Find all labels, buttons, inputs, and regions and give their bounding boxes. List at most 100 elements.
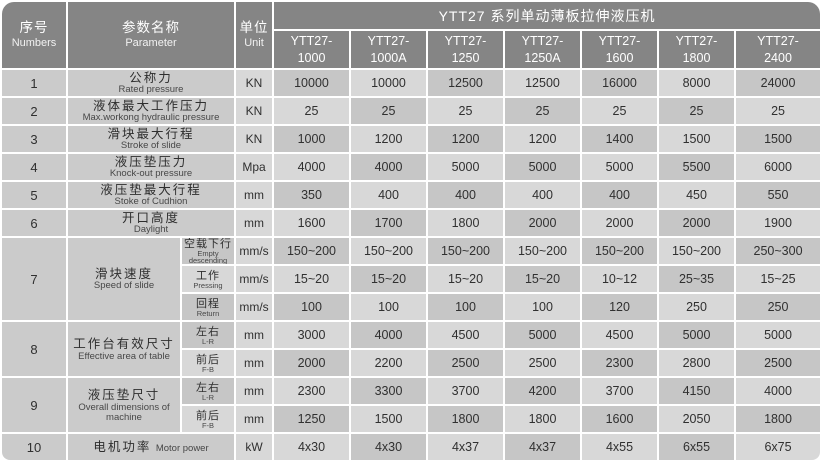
- parameter-zh: 滑块速度: [94, 267, 153, 281]
- value-cell: 2000: [659, 210, 734, 236]
- parameter-en: Knock-out pressure: [109, 168, 193, 180]
- value-cell: 5000: [659, 322, 734, 349]
- unit-cell: mm: [236, 378, 272, 405]
- value-cell: 150~200: [274, 238, 349, 265]
- unit-cell: mm/s: [236, 266, 272, 293]
- table-row: 4 液压垫压力 Knock-out pressure Mpa 4000 4000…: [2, 154, 821, 180]
- value-cell: 24000: [736, 70, 821, 96]
- value-cell: 25: [736, 98, 821, 124]
- value-cell: 250: [659, 294, 734, 321]
- sub-parameter-cell: 回程 Return: [182, 294, 234, 321]
- parameter-cell: 液压垫尺寸 Overall dimensions of machine: [68, 378, 180, 433]
- unit-cell: mm: [236, 182, 272, 208]
- col-header-unit-zh: 单位: [239, 20, 269, 36]
- parameter-en: Daylight: [133, 224, 169, 236]
- value-cell: 15~20: [351, 266, 426, 293]
- value-cell: 25: [659, 98, 734, 124]
- table-row: 5 液压垫最大行程 Stoke of Cudhion mm 350 400 40…: [2, 182, 821, 208]
- value-cell: 1600: [274, 210, 349, 236]
- sub-parameter-cell: 前后 F-B: [182, 406, 234, 433]
- value-cell: 6x55: [659, 434, 734, 461]
- header-row-top: 序号 Numbers 参数名称 Parameter 单位 Unit YTT27 …: [2, 2, 821, 68]
- value-cell: 1800: [428, 406, 503, 433]
- sub-parameter-en: F-B: [201, 420, 215, 430]
- value-cell: 2000: [505, 210, 580, 236]
- value-cell: 550: [736, 182, 821, 208]
- parameter-en: Overall dimensions of machine: [78, 401, 170, 423]
- value-cell: 4000: [351, 322, 426, 349]
- value-cell: 4500: [582, 322, 657, 349]
- parameter-en: Motor power: [155, 443, 209, 455]
- value-cell: 1400: [582, 126, 657, 152]
- value-cell: 2800: [659, 350, 734, 377]
- unit-cell: mm: [236, 406, 272, 433]
- value-cell: 1800: [736, 406, 821, 433]
- value-cell: 1800: [505, 406, 580, 433]
- value-cell: 100: [505, 294, 580, 321]
- value-cell: 3700: [582, 378, 657, 405]
- value-cell: 250: [736, 294, 821, 321]
- sub-parameter-zh: 左右: [196, 381, 220, 394]
- value-cell: 25~35: [659, 266, 734, 293]
- value-cell: 450: [659, 182, 734, 208]
- value-cell: 400: [505, 182, 580, 208]
- sub-parameter-zh: 空载下行: [184, 238, 232, 250]
- row-number-cell: 1: [2, 70, 66, 96]
- col-header-model-2400: YTT27- 2400: [736, 31, 821, 68]
- table-row: 2 液体最大工作压力 Max.workong hydraulic pressur…: [2, 98, 821, 124]
- sub-parameter-en: Return: [196, 308, 220, 318]
- header-row-models: YTT27- 1000 YTT27- 1000A YTT27- 1250 YTT27-…: [2, 31, 821, 68]
- table-row: 8 工作台有效尺寸 Effective area of table 左右 L-R…: [2, 322, 821, 377]
- unit-cell: KN: [236, 126, 272, 152]
- parameter-en: Speed of slide: [93, 280, 155, 292]
- value-cell: 400: [351, 182, 426, 208]
- col-header-parameter: 参数名称 Parameter: [68, 2, 234, 68]
- value-cell: 16000: [582, 70, 657, 96]
- value-cell: 2500: [736, 350, 821, 377]
- value-cell: 100: [274, 294, 349, 321]
- sub-parameter-zh: 工作: [196, 269, 220, 282]
- parameter-cell: 工作台有效尺寸 Effective area of table: [68, 322, 180, 377]
- row-number-cell: 4: [2, 154, 66, 180]
- value-cell: 4x37: [428, 434, 503, 461]
- value-cell: 2500: [428, 350, 503, 377]
- value-cell: 150~200: [428, 238, 503, 265]
- table-row: 10 电机功率 Motor power kW 4x30 4x30 4x37 4x…: [2, 434, 821, 461]
- value-cell: 4000: [351, 154, 426, 180]
- table-row: 1 公称力 Rated pressure KN 10000 10000 1250…: [2, 70, 821, 96]
- value-cell: 4x55: [582, 434, 657, 461]
- value-cell: 4x30: [274, 434, 349, 461]
- table-row: 前后 F-B mm 2000 2200 2500 2500 2300 2800 …: [2, 350, 821, 377]
- col-header-model-1600: YTT27- 1600: [582, 31, 657, 68]
- sub-parameter-en: Empty descending: [188, 249, 228, 265]
- value-cell: 3700: [428, 378, 503, 405]
- sub-parameter-cell: 工作 Pressing: [182, 266, 234, 293]
- col-header-model-1250a: YTT27- 1250A: [505, 31, 580, 68]
- sub-parameter-cell: 左右 L-R: [182, 322, 234, 349]
- parameter-zh: 液体最大工作压力: [92, 98, 209, 113]
- value-cell: 25: [274, 98, 349, 124]
- value-cell: 100: [351, 294, 426, 321]
- parameter-zh: 开口高度: [121, 210, 180, 225]
- value-cell: 25: [582, 98, 657, 124]
- sub-parameter-en: L-R: [201, 336, 215, 346]
- value-cell: 5000: [428, 154, 503, 180]
- value-cell: 25: [505, 98, 580, 124]
- value-cell: 4150: [659, 378, 734, 405]
- table-row: 前后 F-B mm 1250 1500 1800 1800 1600 2050 …: [2, 406, 821, 433]
- col-header-unit: 单位 Unit: [236, 2, 272, 68]
- parameter-cell: 开口高度 Daylight: [68, 210, 234, 236]
- value-cell: 250~300: [736, 238, 821, 265]
- value-cell: 5000: [736, 322, 821, 349]
- sub-parameter-zh: 前后: [196, 353, 220, 366]
- parameter-en: Max.workong hydraulic pressure: [82, 112, 220, 124]
- parameter-cell: 公称力 Rated pressure: [68, 70, 234, 96]
- parameter-zh: 公称力: [129, 70, 173, 85]
- col-header-number-zh: 序号: [19, 20, 49, 36]
- row-number-cell: 5: [2, 182, 66, 208]
- value-cell: 5000: [505, 154, 580, 180]
- parameter-cell: 电机功率 Motor power: [68, 434, 234, 461]
- value-cell: 2300: [274, 378, 349, 405]
- sub-parameter-zh: 回程: [196, 297, 220, 310]
